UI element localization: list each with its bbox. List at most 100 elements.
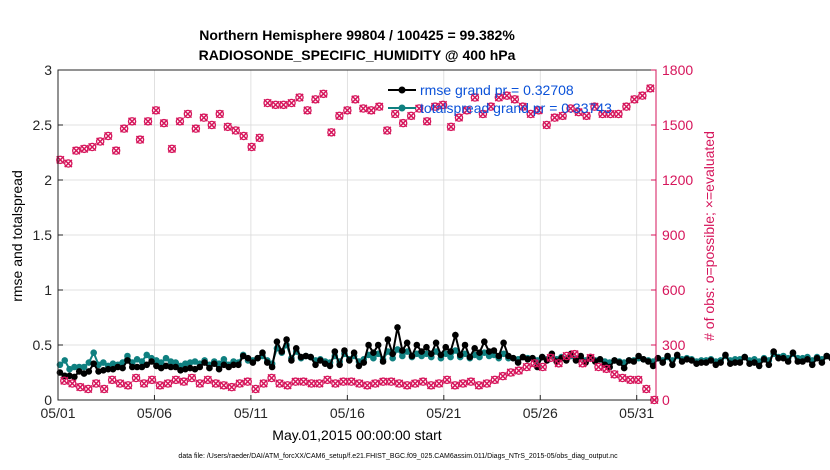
rmse-point: [379, 358, 387, 365]
obs-count-point: [558, 111, 567, 121]
obs-count-point: [430, 102, 440, 111]
rmse-point: [259, 349, 266, 357]
x-tick-label: 05/26: [523, 405, 558, 421]
rmse-point: [437, 351, 445, 359]
obs-count-point: [91, 379, 101, 388]
obs-count-point: [60, 376, 69, 385]
y-left-tick-label: 0: [44, 392, 52, 408]
obs-count-point: [374, 102, 384, 111]
obs-count-point: [470, 93, 480, 102]
obs-count-point: [247, 142, 256, 152]
obs-count-point: [87, 142, 97, 152]
rmse-point: [326, 362, 334, 370]
rmse-point: [500, 339, 507, 347]
obs-count-point: [219, 381, 229, 390]
obs-count-point: [526, 109, 535, 119]
rmse-point: [360, 359, 368, 366]
obs-count-point: [315, 379, 324, 388]
rmse-point: [731, 359, 739, 366]
rmse-point: [249, 359, 257, 366]
y-right-tick-label: 900: [662, 227, 686, 243]
obs-count-point: [151, 106, 161, 115]
obs-count-point: [534, 106, 543, 115]
chart-title-line2: RADIOSONDE_SPECIFIC_HUMIDITY @ 400 hPa: [199, 47, 516, 63]
obs-count-point: [418, 377, 428, 386]
obs-count-point: [99, 384, 109, 394]
obs-count-point: [68, 379, 77, 388]
obs-count-point: [514, 366, 524, 375]
obs-count-point: [243, 377, 252, 386]
rmse-point: [104, 365, 112, 373]
rmse-point: [413, 341, 421, 349]
rmse-point: [770, 348, 777, 355]
rmse-point: [698, 359, 705, 366]
obs-count-point: [143, 117, 153, 126]
obs-count-point: [123, 381, 133, 390]
totalspread-point: [220, 356, 228, 363]
rmse-point: [432, 339, 440, 347]
rmse-point: [543, 357, 551, 364]
rmse-point: [784, 358, 792, 365]
rmse-point: [312, 361, 319, 369]
obs-count-point: [363, 381, 372, 390]
obs-count-point: [570, 349, 579, 359]
totalspread-point: [80, 363, 88, 371]
rmse-point: [85, 368, 93, 375]
obs-count-point: [72, 146, 81, 155]
totalspread-point: [90, 349, 97, 357]
rmse-point: [350, 349, 358, 357]
obs-count-point: [203, 375, 213, 385]
obs-count-point: [259, 379, 268, 388]
totalspread-point: [138, 358, 146, 365]
rmse-point: [230, 361, 237, 369]
rmse-point: [649, 362, 657, 370]
obs-count-point: [147, 375, 157, 385]
obs-count-point: [343, 106, 352, 115]
left-y-axis-ticks: 0 0.5 1 1.5 2 2.5 3: [33, 62, 63, 408]
obs-count-point: [287, 98, 296, 108]
rmse-point: [331, 348, 339, 355]
rmse-point: [288, 357, 295, 364]
rmse-point: [741, 353, 749, 361]
rmse-point: [355, 362, 363, 370]
rmse-point: [461, 341, 469, 349]
rmse-point: [90, 360, 97, 368]
obs-count-point: [275, 379, 284, 388]
obs-count-point: [462, 106, 472, 115]
rmse-point: [215, 365, 223, 373]
chart-title-line1: Northern Hemisphere 99804 / 100425 = 99.…: [199, 27, 515, 43]
obs-count-point: [626, 375, 635, 385]
rmse-point: [808, 361, 816, 369]
rmse-point: [423, 343, 430, 351]
obs-count-point: [179, 377, 189, 386]
x-tick-label: 05/11: [234, 405, 268, 421]
rmse-point: [620, 364, 628, 372]
rmse-point: [669, 361, 676, 369]
obs-count-point: [159, 118, 169, 128]
obs-count-point: [390, 109, 400, 119]
rmse-point: [813, 354, 821, 362]
y-left-tick-label: 1: [44, 282, 52, 298]
y-left-tick-label: 3: [44, 62, 52, 78]
obs-count-point: [510, 95, 520, 104]
obs-count-point: [542, 120, 551, 130]
y-right-tick-label: 0: [662, 392, 670, 408]
rmse-point: [394, 324, 401, 331]
y-left-tick-label: 0.5: [33, 337, 53, 353]
obs-count-point: [554, 359, 563, 368]
right-y-axis-label: # of obs: o=possible; ×=evaluated: [701, 131, 717, 341]
obs-count-point: [630, 95, 639, 104]
obs-count-point: [279, 100, 288, 110]
obs-count-point: [135, 135, 145, 144]
obs-count-point: [64, 159, 73, 168]
rmse-point: [264, 359, 271, 366]
rmse-point: [664, 352, 671, 360]
obs-count-point: [195, 379, 205, 388]
legend: rmse grand pr = 0.32708 totalspread gran…: [388, 82, 612, 116]
rmse-point: [514, 359, 522, 366]
obs-count-point: [522, 362, 532, 372]
rmse-point: [235, 361, 242, 369]
obs-count-point: [303, 106, 312, 115]
rmse-point: [736, 359, 744, 366]
rmse-point: [196, 363, 204, 371]
